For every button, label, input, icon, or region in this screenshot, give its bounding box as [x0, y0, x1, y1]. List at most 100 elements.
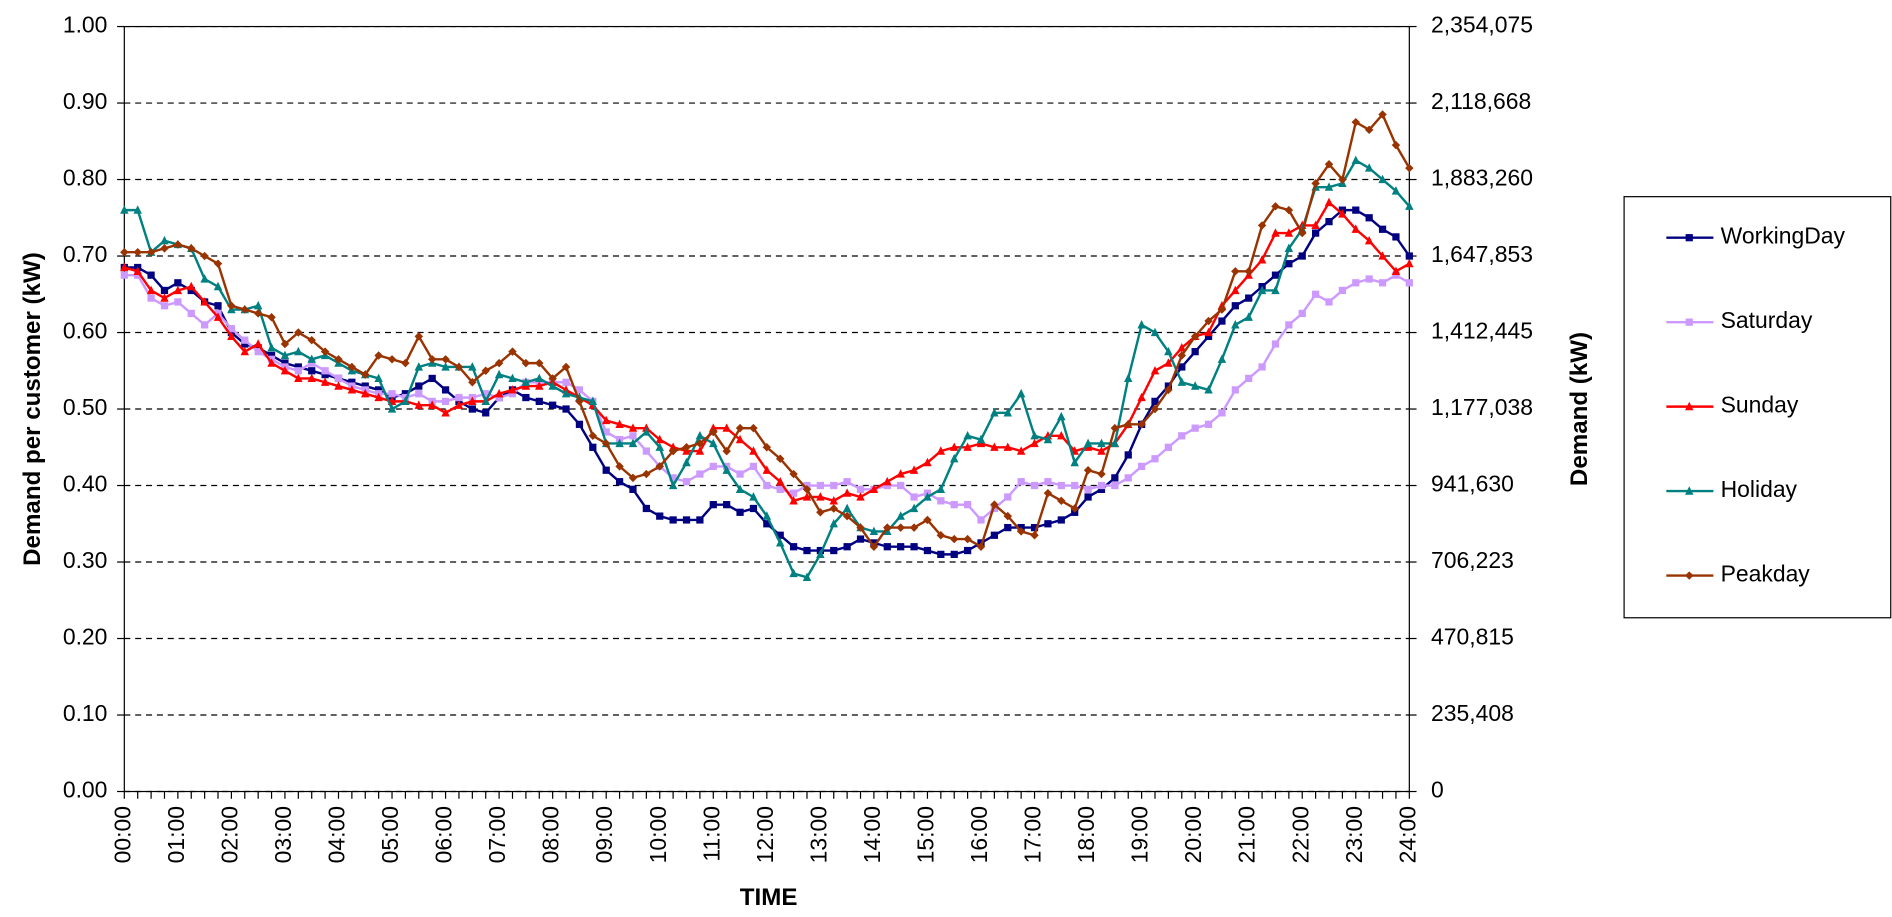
- data-point: [187, 244, 196, 253]
- data-point: [334, 374, 343, 383]
- data-point: [455, 393, 463, 402]
- x-tick-label: 05:00: [377, 806, 403, 863]
- data-point: [1324, 182, 1334, 191]
- data-point: [1190, 381, 1200, 390]
- data-point: [910, 543, 918, 551]
- x-tick-label: 18:00: [1073, 806, 1099, 863]
- data-point: [174, 279, 182, 287]
- data-point: [374, 351, 383, 360]
- data-point: [1405, 279, 1413, 287]
- x-tick-label: 08:00: [538, 806, 564, 863]
- data-point: [521, 377, 531, 386]
- data-point: [1378, 110, 1387, 119]
- data-point: [187, 281, 196, 291]
- plot-frame: [123, 25, 1410, 793]
- data-point: [668, 446, 678, 456]
- data-point: [749, 423, 758, 433]
- data-point: [1110, 438, 1120, 448]
- data-point: [1057, 430, 1066, 440]
- data-point: [1137, 462, 1146, 471]
- y2-tick-label: 470,815: [1431, 624, 1514, 650]
- y2-tick-label: 0: [1431, 777, 1444, 803]
- x-tick-label: 21:00: [1234, 806, 1260, 863]
- data-point: [1190, 332, 1200, 341]
- data-point: [856, 535, 865, 543]
- data-point: [735, 484, 745, 493]
- data-point: [1003, 442, 1012, 451]
- data-point: [735, 434, 745, 444]
- data-point: [695, 430, 705, 440]
- data-point: [615, 462, 624, 471]
- data-point: [254, 344, 262, 352]
- data-point: [575, 386, 584, 394]
- x-tick-label: 06:00: [431, 806, 457, 863]
- data-point: [789, 496, 798, 505]
- data-point: [1271, 271, 1280, 279]
- data-point: [1030, 438, 1039, 448]
- data-point: [1097, 485, 1106, 493]
- data-point: [936, 531, 946, 540]
- data-point: [1245, 294, 1253, 302]
- y2-tick-label: 235,408: [1431, 700, 1514, 726]
- legend-marker: [1685, 401, 1694, 411]
- data-point: [1351, 155, 1361, 165]
- data-point: [347, 385, 357, 394]
- data-point: [803, 546, 811, 555]
- data-point: [869, 484, 879, 493]
- data-point: [883, 543, 891, 551]
- data-point: [227, 325, 236, 333]
- data-point: [682, 516, 691, 524]
- data-point: [762, 511, 772, 520]
- data-point: [481, 366, 490, 376]
- data-point: [897, 481, 905, 490]
- x-tick-label: 15:00: [912, 806, 938, 863]
- data-point: [1124, 420, 1133, 429]
- x-tick-label: 24:00: [1394, 806, 1420, 863]
- data-point: [240, 346, 250, 356]
- data-point: [1392, 233, 1400, 241]
- y2-tick-label: 1,647,853: [1431, 241, 1533, 267]
- data-point: [1312, 290, 1320, 298]
- data-point: [454, 400, 464, 409]
- data-point: [200, 297, 209, 306]
- data-point: [655, 434, 664, 444]
- data-point: [937, 497, 945, 505]
- data-point: [361, 382, 369, 390]
- x-axis-title: TIME: [740, 884, 798, 911]
- data-point: [1151, 397, 1159, 406]
- data-point: [629, 485, 637, 493]
- data-point: [1364, 163, 1374, 172]
- data-point: [347, 362, 357, 372]
- data-point: [334, 381, 343, 390]
- y-tick-label: 0.60: [63, 318, 108, 344]
- data-point: [160, 286, 169, 295]
- data-point: [1271, 285, 1280, 295]
- data-point: [722, 423, 731, 432]
- data-point: [294, 346, 303, 356]
- data-point: [869, 542, 879, 551]
- data-point: [1365, 214, 1373, 222]
- data-point: [655, 462, 664, 471]
- data-point: [883, 523, 892, 532]
- data-point: [482, 409, 490, 417]
- data-point: [1057, 411, 1066, 421]
- data-point: [468, 396, 477, 406]
- data-point: [1017, 478, 1025, 486]
- data-point: [267, 351, 276, 360]
- x-tick-label: 09:00: [591, 806, 617, 863]
- legend-label: Peakday: [1721, 561, 1811, 587]
- data-point: [602, 428, 610, 436]
- data-point: [1150, 327, 1160, 337]
- data-point: [843, 478, 851, 486]
- data-point: [1217, 305, 1227, 314]
- data-point: [441, 386, 450, 394]
- data-point: [441, 408, 450, 417]
- data-point: [695, 439, 705, 448]
- data-point: [628, 473, 638, 483]
- data-point: [936, 446, 946, 455]
- data-point: [589, 443, 597, 451]
- data-point: [829, 504, 838, 513]
- data-point: [696, 470, 704, 478]
- data-point: [1071, 481, 1079, 490]
- data-point: [802, 572, 812, 581]
